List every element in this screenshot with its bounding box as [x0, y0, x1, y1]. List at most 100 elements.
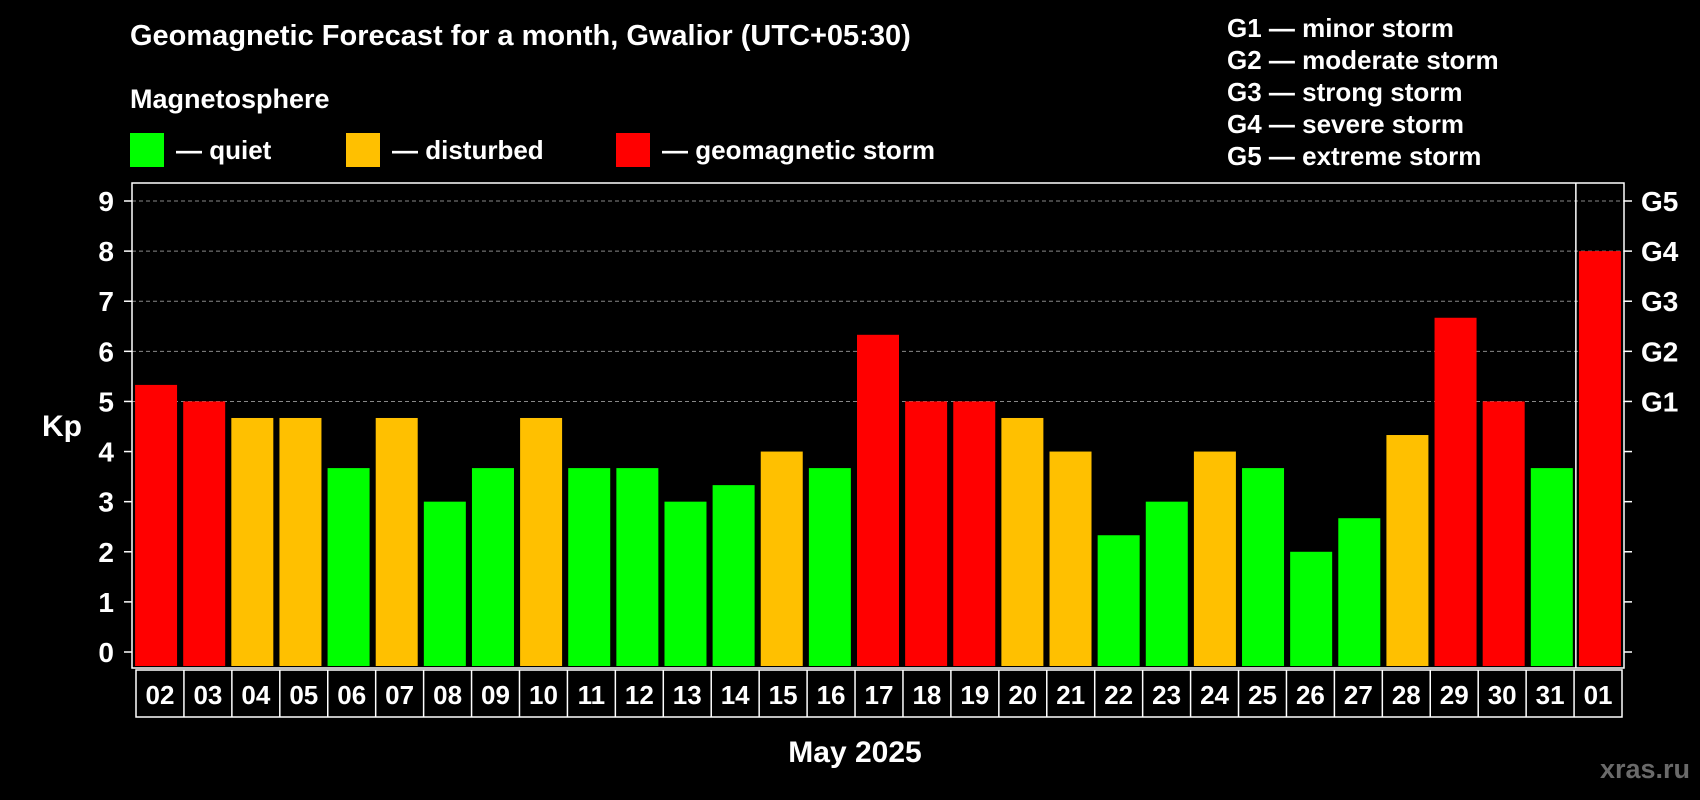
bar-21	[1049, 451, 1092, 666]
bar-06	[327, 468, 370, 666]
legend-disturbed: — disturbed	[346, 133, 544, 167]
y-tick-label-9: 9	[98, 186, 114, 217]
bar-02	[135, 384, 178, 666]
bar-28	[1386, 435, 1429, 666]
x-tick-label-29: 29	[1440, 680, 1469, 710]
right-axis-label-g5: G5	[1641, 186, 1678, 217]
bar-31	[1530, 468, 1573, 666]
x-tick-label-15: 15	[769, 680, 798, 710]
x-tick-label-20: 20	[1008, 680, 1037, 710]
bar-18	[905, 401, 948, 666]
x-tick-label-21: 21	[1056, 680, 1085, 710]
x-tick-label-07: 07	[385, 680, 414, 710]
right-axis-label-g2: G2	[1641, 336, 1678, 367]
g1-legend-item: G1 — minor storm	[1227, 13, 1454, 43]
x-tick-label-27: 27	[1344, 680, 1373, 710]
bar-20	[1001, 417, 1044, 666]
y-tick-label-5: 5	[98, 386, 114, 417]
bar-05	[279, 417, 322, 666]
bar-22	[1097, 535, 1140, 666]
y-axis-title: Kp	[42, 410, 82, 443]
x-tick-label-01: 01	[1584, 680, 1613, 710]
chart-title: Geomagnetic Forecast for a month, Gwalio…	[130, 20, 911, 52]
right-axis-label-g3: G3	[1641, 286, 1678, 317]
x-tick-label-30: 30	[1488, 680, 1517, 710]
bar-01	[1578, 251, 1621, 666]
x-axis-title: May 2025	[788, 736, 922, 769]
bar-23	[1145, 501, 1188, 666]
x-tick-label-16: 16	[817, 680, 846, 710]
x-axis-date-strip	[135, 669, 1623, 718]
x-tick-label-14: 14	[721, 680, 750, 710]
x-tick-label-11: 11	[578, 680, 606, 710]
magnetosphere-label: Magnetosphere	[130, 84, 330, 114]
bar-17	[857, 334, 899, 666]
bar-10	[520, 417, 563, 666]
g3-legend-item: G3 — strong storm	[1227, 77, 1463, 107]
x-tick-label-02: 02	[146, 680, 175, 710]
legend-quiet: — quiet	[130, 133, 271, 167]
legend-disturbed-label: — disturbed	[392, 134, 544, 165]
x-tick-label-03: 03	[193, 680, 222, 710]
x-tick-label-04: 04	[241, 680, 270, 710]
x-tick-label-19: 19	[960, 680, 989, 710]
x-tick-label-09: 09	[481, 680, 510, 710]
right-axis-label-g4: G4	[1641, 236, 1679, 267]
watermark: xras.ru	[1599, 754, 1690, 784]
x-tick-label-08: 08	[433, 680, 462, 710]
bar-25	[1242, 468, 1285, 666]
legend-quiet-swatch	[130, 133, 164, 167]
bar-29	[1434, 317, 1477, 666]
y-tick-label-4: 4	[98, 437, 114, 468]
g-scale-legend: G1 — minor storm G2 — moderate storm G3 …	[1227, 12, 1499, 172]
bar-30	[1482, 401, 1525, 666]
bar-12	[616, 468, 659, 666]
x-tick-label-06: 06	[337, 680, 366, 710]
g2-legend-item: G2 — moderate storm	[1227, 45, 1499, 75]
bar-27	[1338, 518, 1381, 666]
x-tick-label-10: 10	[529, 680, 558, 710]
bar-26	[1290, 551, 1333, 666]
x-tick-label-28: 28	[1392, 680, 1421, 710]
y-tick-label-8: 8	[98, 236, 114, 267]
plot-frame	[131, 182, 1625, 669]
bar-04	[231, 417, 274, 666]
bar-08	[423, 501, 466, 666]
y-tick-label-3: 3	[98, 487, 114, 518]
g4-legend-item: G4 — severe storm	[1227, 109, 1465, 139]
legend-storm-label: — geomagnetic storm	[662, 134, 936, 165]
g5-legend-item: G5 — extreme storm	[1227, 141, 1482, 171]
y-tick-label-2: 2	[98, 537, 114, 568]
y-tick-label-6: 6	[98, 336, 114, 367]
legend-storm: — geomagnetic storm	[616, 133, 935, 167]
y-tick-label-1: 1	[98, 587, 114, 618]
bar-15	[760, 451, 803, 666]
x-tick-label-22: 22	[1104, 680, 1133, 710]
legend-disturbed-swatch	[346, 133, 380, 167]
y-tick-label-0: 0	[98, 637, 114, 668]
bar-19	[953, 401, 996, 666]
bar-11	[568, 468, 611, 666]
bar-24	[1193, 451, 1236, 666]
x-tick-label-17: 17	[865, 680, 894, 710]
x-tick-label-25: 25	[1248, 680, 1277, 710]
x-tick-label-12: 12	[625, 680, 654, 710]
bar-13	[664, 501, 707, 666]
bar-03	[183, 401, 226, 666]
bar-07	[375, 417, 418, 666]
bar-16	[808, 468, 851, 666]
legend-quiet-label: — quiet	[176, 134, 272, 165]
x-tick-label-18: 18	[912, 680, 941, 710]
bar-14	[712, 485, 755, 666]
y-tick-label-7: 7	[98, 286, 114, 317]
bar-09	[471, 468, 514, 666]
legend-storm-swatch	[616, 133, 650, 167]
x-tick-label-26: 26	[1296, 680, 1325, 710]
x-tick-label-13: 13	[673, 680, 702, 710]
x-tick-label-05: 05	[289, 680, 318, 710]
x-tick-label-24: 24	[1200, 680, 1229, 710]
right-axis-label-g1: G1	[1641, 386, 1678, 417]
x-tick-label-23: 23	[1152, 680, 1181, 710]
x-tick-label-31: 31	[1536, 680, 1565, 710]
